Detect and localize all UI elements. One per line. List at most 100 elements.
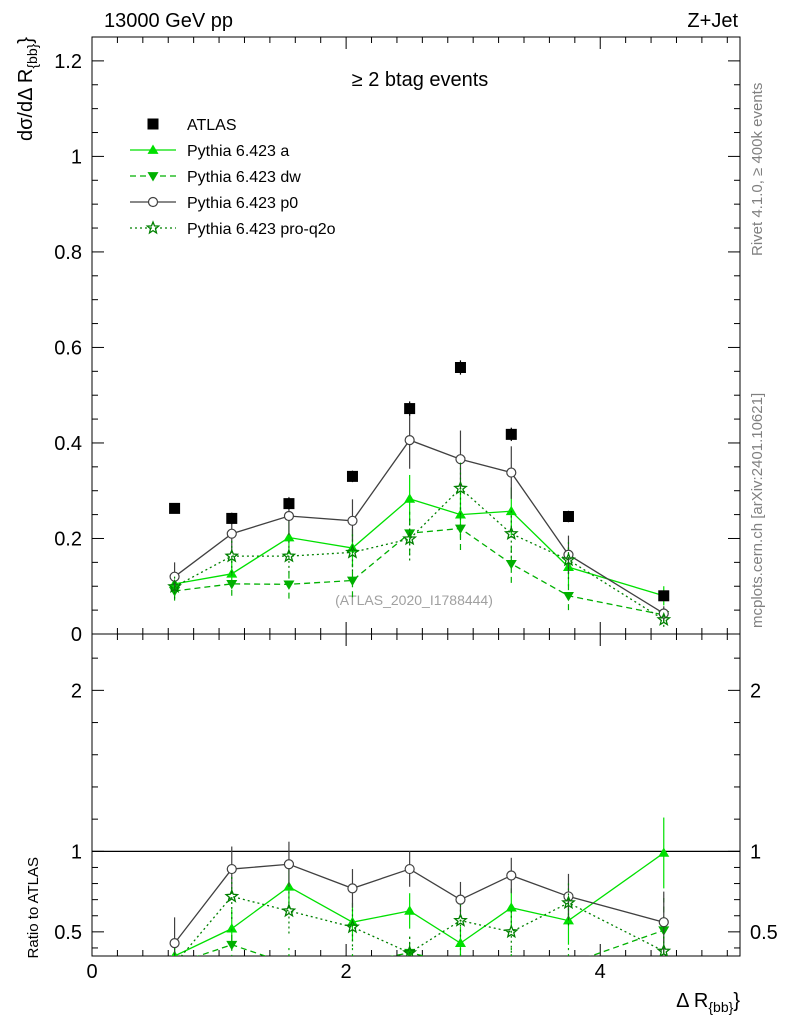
- y-tick-label: 0.8: [54, 242, 82, 264]
- data-point: [169, 960, 180, 969]
- data-point: [561, 552, 576, 567]
- data-point: [561, 895, 576, 910]
- data-point: [562, 511, 574, 523]
- legend-item: ATLAS: [147, 117, 237, 134]
- y-tick-label: 0: [71, 624, 82, 646]
- ratio-tick-label: 0.5: [750, 922, 778, 944]
- ratio-line: [180, 895, 665, 956]
- data-point: [505, 902, 517, 912]
- legend-label: Pythia 6.423 pro-q2o: [187, 221, 336, 238]
- data-point: [345, 544, 360, 559]
- data-point: [346, 470, 358, 482]
- data-point: [505, 505, 517, 516]
- x-tick-label: 2: [341, 961, 352, 983]
- data-point: [147, 118, 159, 130]
- data-point: [169, 938, 180, 949]
- ratio-series-group: [169, 817, 672, 969]
- legend-label: ATLAS: [187, 117, 237, 134]
- series-line: [174, 487, 665, 621]
- data-point: [147, 144, 159, 154]
- data-point: [455, 454, 466, 465]
- legend-label: Pythia 6.423 p0: [187, 195, 298, 212]
- data-point: [454, 937, 466, 947]
- data-point: [454, 524, 466, 534]
- data-point: [283, 580, 295, 590]
- data-point: [404, 863, 415, 875]
- data-point: [345, 919, 360, 934]
- data-point: [505, 428, 517, 440]
- data-point: [404, 493, 416, 503]
- data-point: [224, 888, 240, 903]
- data-point: [656, 943, 672, 956]
- data-point: [658, 847, 670, 857]
- chart-title: ≥ 2 btag events: [352, 69, 489, 91]
- data-point: [658, 590, 670, 602]
- legend: ATLAS Pythia 6.423 a Pythia 6.423 dw Pythia…: [130, 117, 336, 238]
- data-point: [346, 576, 358, 587]
- ratio-tick-label: 2: [71, 680, 82, 702]
- y-tick-label: 0.2: [54, 528, 82, 550]
- legend-label: Pythia 6.423 dw: [187, 169, 301, 186]
- data-point: [455, 894, 466, 905]
- data-point: [453, 480, 468, 495]
- data-point: [226, 512, 238, 524]
- ratio-tick-label: 2: [750, 680, 761, 702]
- data-point: [455, 960, 466, 969]
- y-tick-label: 0.4: [54, 433, 82, 455]
- data-point: [226, 580, 238, 590]
- ratio-tick-label: 1: [750, 841, 761, 863]
- data-point: [402, 531, 418, 546]
- x-tick-label: 0: [86, 961, 97, 983]
- data-point: [283, 960, 294, 969]
- ratio-line: [174, 863, 664, 944]
- series-line: [174, 439, 665, 615]
- data-point: [454, 361, 466, 373]
- ratio-line: [174, 852, 665, 956]
- data-point: [224, 548, 240, 563]
- ratio-panel-frame: [91, 633, 741, 957]
- data-point: [283, 510, 295, 522]
- main-series: [167, 360, 672, 627]
- data-point: [404, 905, 416, 915]
- data-point: [402, 945, 418, 956]
- data-point: [453, 912, 468, 927]
- data-point: [167, 578, 182, 594]
- mcplots-label: mcplots.cern.ch [arXiv:2401.10621]: [749, 393, 766, 628]
- legend-label: Pythia 6.423 a: [187, 143, 289, 160]
- data-point: [226, 528, 237, 539]
- data-point: [169, 958, 180, 969]
- data-point: [347, 515, 358, 526]
- legend-item: Pythia 6.423 pro-q2o: [130, 220, 336, 238]
- data-point: [145, 220, 161, 235]
- ratio-tick-label: 0.5: [54, 922, 82, 944]
- data-point: [656, 611, 672, 626]
- series-pythia-6-423-a: [169, 474, 670, 606]
- ratio-pythia-6-423-pro-q2o: [169, 873, 672, 969]
- y-tick-label: 1: [71, 146, 82, 168]
- y-tick-label: 0.6: [54, 337, 82, 359]
- data-point: [503, 525, 519, 541]
- data-point: [404, 403, 416, 415]
- legend-item: Pythia 6.423 a: [130, 143, 289, 160]
- ratio-axis-label: Ratio to ATLAS: [25, 857, 42, 958]
- data-point: [281, 548, 297, 563]
- data-point: [505, 559, 517, 570]
- series-pythia-6-423-pro-q2o: [167, 462, 672, 627]
- data-point: [503, 924, 519, 939]
- data-point: [283, 532, 295, 542]
- data-point: [347, 883, 358, 894]
- data-point: [563, 960, 574, 969]
- data-point: [226, 863, 237, 875]
- data-point: [404, 434, 415, 446]
- x-tick-label: 4: [595, 961, 606, 983]
- data-point: [506, 960, 517, 969]
- series-atlas: [169, 360, 670, 602]
- data-point: [281, 903, 297, 918]
- data-point: [562, 591, 574, 602]
- process-label: Z+Jet: [687, 10, 738, 32]
- axis-ticks: 0 2 4 0 0.2 0.4 0.6 0.8 1 1.2 0.5 0.5 1 1 2 2: [54, 36, 778, 983]
- energy-label: 13000 GeV pp: [104, 10, 233, 32]
- data-point: [226, 940, 238, 951]
- ratio-series: [169, 817, 672, 969]
